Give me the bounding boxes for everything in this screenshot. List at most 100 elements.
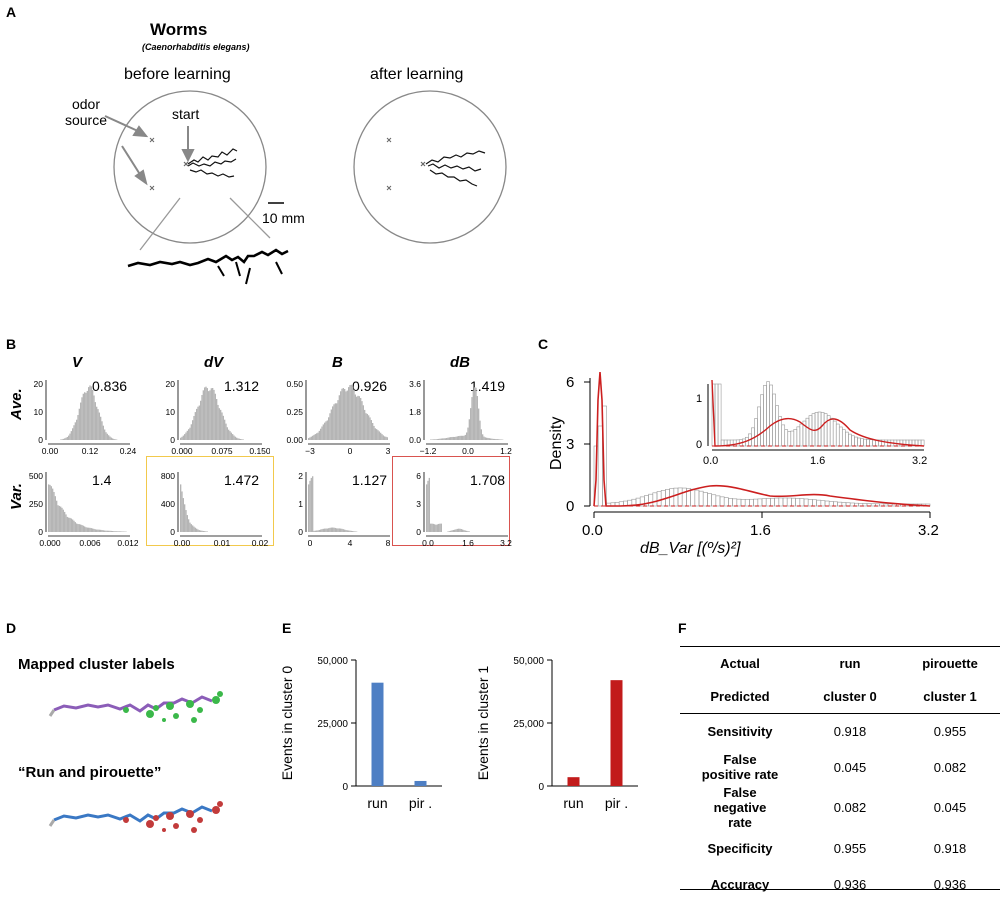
- c-main-bar: [821, 501, 825, 506]
- histogram-bar: [231, 433, 232, 440]
- histogram-bar: [381, 434, 382, 440]
- histogram-bar: [241, 439, 242, 440]
- histogram-bar: [313, 531, 314, 532]
- histogram-bar: [337, 400, 338, 440]
- histogram-bar: [224, 420, 225, 440]
- histogram-bar: [183, 498, 184, 532]
- histogram-bar: [68, 436, 69, 440]
- histogram-bar: [97, 530, 98, 532]
- histogram-bar: [368, 415, 369, 440]
- histogram-bar: [455, 437, 456, 440]
- histogram-bar: [461, 529, 462, 532]
- histogram-bar: [351, 531, 352, 532]
- histogram-bar: [465, 531, 466, 532]
- histogram-bar: [463, 530, 464, 532]
- histogram-bar: [427, 481, 428, 532]
- row-label: False negative rate: [680, 785, 800, 830]
- histogram-bar: [205, 531, 206, 532]
- e-category-label: pir .: [605, 795, 628, 811]
- histogram-bar: [482, 434, 483, 440]
- histogram-bar: [316, 530, 317, 532]
- c-main-bar: [833, 502, 837, 506]
- histogram-bar: [111, 531, 112, 532]
- e-ytick-label: 50,000: [317, 656, 348, 667]
- c-main-bar: [657, 492, 661, 506]
- histogram-bar: [349, 531, 350, 532]
- histogram-bar: [72, 428, 73, 440]
- histogram-bar: [237, 438, 238, 440]
- histogram-bar: [430, 524, 431, 532]
- histogram-ytick: 1: [298, 499, 303, 509]
- histogram-bar: [319, 530, 320, 532]
- c-main-bar: [779, 498, 783, 506]
- histogram-ytick: 1.8: [409, 407, 421, 417]
- c-main-bar: [699, 491, 703, 506]
- histogram-bar: [205, 387, 206, 440]
- histogram-bar: [92, 528, 93, 532]
- histogram-bar: [79, 524, 80, 532]
- histogram-bar: [467, 428, 468, 440]
- histogram-bar: [75, 422, 76, 440]
- c-main-bar: [770, 498, 774, 506]
- histogram-bar: [71, 519, 72, 532]
- histogram-bar: [356, 397, 357, 440]
- histogram-bar: [458, 529, 459, 532]
- histogram-bar: [119, 531, 120, 532]
- histogram-bar: [478, 409, 479, 440]
- c-main-bar: [737, 499, 741, 506]
- histogram-bar: [461, 436, 462, 440]
- histogram-bar: [225, 424, 226, 440]
- c-xtick-0: 0.0: [582, 522, 603, 539]
- histogram-bar: [111, 438, 112, 440]
- histogram-bar: [91, 386, 92, 440]
- histogram-bar: [227, 427, 228, 440]
- c-main-bar: [682, 488, 686, 506]
- histogram-bar: [235, 437, 236, 440]
- histogram-bar: [228, 430, 229, 440]
- histogram-bar: [219, 408, 220, 440]
- histogram-bar: [431, 524, 432, 532]
- histogram-bar: [439, 524, 440, 532]
- table-cell: 0.936: [800, 866, 900, 902]
- histogram-bar: [181, 491, 182, 532]
- histogram-bar: [215, 394, 216, 440]
- c-main-bar: [766, 498, 770, 506]
- table-row: False negative rate 0.082 0.045: [680, 785, 1000, 830]
- histogram-bar: [52, 489, 53, 532]
- histogram-bar: [63, 439, 64, 440]
- histogram-bar: [387, 437, 388, 440]
- after-dish: [354, 91, 506, 243]
- histogram-bar: [481, 429, 482, 440]
- histogram-bar: [319, 431, 320, 440]
- histogram-bar: [315, 434, 316, 440]
- histogram-xtick: 3.2: [500, 538, 512, 548]
- histogram-bar: [451, 437, 452, 440]
- histogram-bar: [377, 430, 378, 440]
- histogram-bar: [438, 439, 439, 440]
- histogram-ytick: 2: [298, 471, 303, 481]
- c-inset-ytick-1: 1: [696, 393, 702, 405]
- histogram-xtick: 0.012: [117, 538, 138, 548]
- histogram-bar: [96, 530, 97, 532]
- c-main-bar: [703, 492, 707, 506]
- histogram-bar: [308, 438, 309, 440]
- histogram-ytick: 0: [170, 435, 175, 445]
- histogram-bar: [195, 528, 196, 532]
- histogram-bar: [93, 395, 94, 440]
- histogram-bar: [80, 525, 81, 532]
- table-cell: 0.918: [800, 713, 900, 749]
- histogram-bar: [324, 423, 325, 440]
- c-main-bar: [791, 498, 795, 506]
- table-cell: 0.045: [900, 785, 1000, 830]
- histogram-bar: [453, 437, 454, 440]
- histogram-bar: [337, 528, 338, 532]
- histogram-bar: [339, 395, 340, 440]
- histogram-bar: [203, 531, 204, 532]
- histogram-bar: [325, 529, 326, 532]
- histogram-bar: [68, 518, 69, 532]
- histogram-bar: [184, 504, 185, 532]
- c-main-bar: [775, 498, 779, 506]
- histogram-bar: [195, 412, 196, 440]
- histogram-bar: [332, 406, 333, 440]
